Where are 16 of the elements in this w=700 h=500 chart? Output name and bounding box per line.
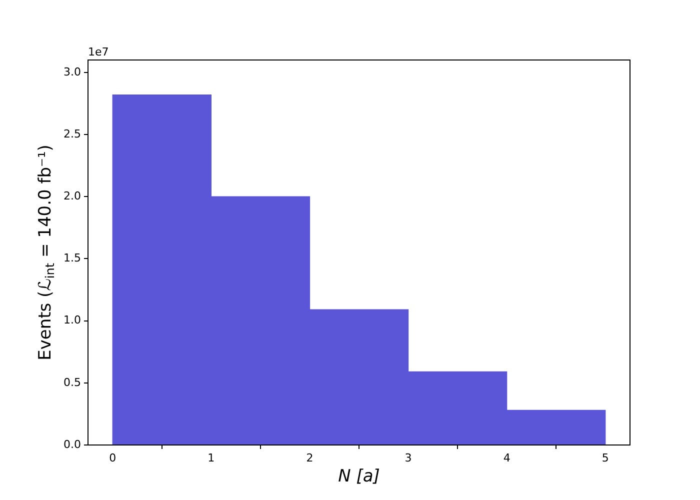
x-axis-title: N [a] [338,466,380,486]
y-tick-label: 0.5 [64,376,81,389]
y-tick-label: 1.0 [64,314,81,327]
y-axis-title: Events (ℒint = 140.0 fb⁻¹) [35,144,58,360]
x-tick-label: 4 [503,451,510,464]
y-tick-label: 3.0 [64,65,81,78]
y-tick-label: 1.5 [64,252,81,265]
x-tick-label: 0 [109,451,116,464]
text: 1e7 [88,45,109,58]
x-tick-label: 1 [208,451,215,464]
y-tick-label: 2.0 [64,189,81,202]
y-tick-label: 0.0 [64,438,81,451]
x-tick-label: 5 [602,451,609,464]
x-tick-label: 2 [306,451,314,464]
y-tick-label: 2.5 [64,127,81,140]
x-tick-label: 3 [404,451,412,464]
